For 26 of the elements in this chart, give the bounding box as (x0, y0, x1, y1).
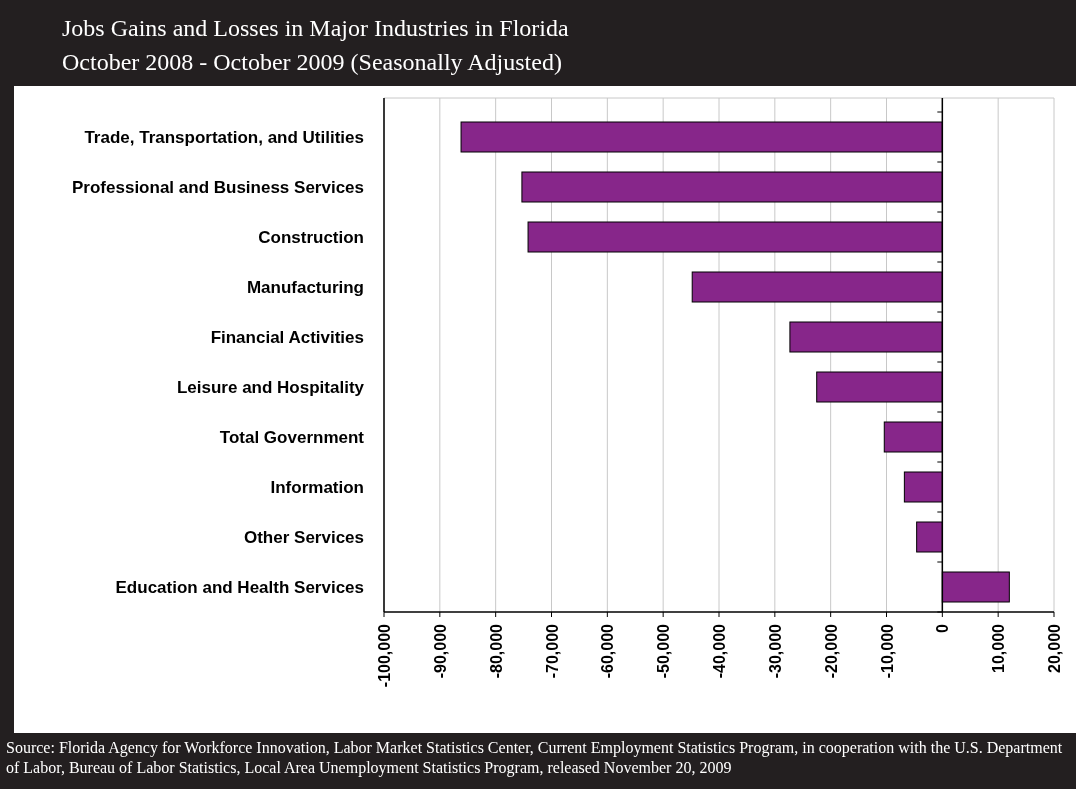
x-tick-label: -90,000 (431, 623, 449, 679)
x-tick-label: -100,000 (376, 623, 393, 688)
x-tick-label: 20,000 (1046, 623, 1063, 673)
y-tick-label: Other Services (243, 527, 364, 547)
x-tick-label: -60,000 (599, 623, 617, 679)
x-tick-label: -50,000 (655, 623, 673, 679)
y-tick-label: Construction (258, 227, 364, 247)
y-tick-label: Education and Health Services (115, 577, 364, 597)
y-tick-label: Trade, Transportation, and Utilities (84, 127, 364, 147)
x-tick-label: -10,000 (878, 623, 896, 679)
x-tick-label: -80,000 (487, 623, 505, 679)
x-tick-label: -70,000 (543, 623, 561, 679)
chart-title: Jobs Gains and Losses in Major Industries in Florida (62, 15, 569, 41)
x-tick-label: -40,000 (711, 623, 728, 679)
y-tick-label: Information (270, 477, 364, 497)
x-tick-label: -20,000 (822, 623, 840, 679)
x-tick-label: -30,000 (766, 623, 784, 679)
source-note: Source: Florida Agency for Workforce Innovation, Labor Market Statistics Center, Current Employment Statistics Program, in cooperation with the U.S. Department of Labor, Bureau of Labor Statistics, Local Area Unemployment Statistics Program, released November 20, 2009 (6, 738, 1064, 778)
y-tick-label: Financial Activities (210, 327, 364, 347)
x-tick-label: 0 (934, 623, 952, 633)
chart-subtitle: October 2008 - October 2009 (Seasonally Adjusted) (62, 49, 562, 75)
y-tick-label: Total Government (219, 427, 365, 447)
y-tick-label: Professional and Business Services (72, 177, 364, 197)
y-tick-label: Manufacturing (246, 277, 364, 297)
x-tick-label: 10,000 (990, 623, 1008, 673)
y-tick-label: Leisure and Hospitality (176, 377, 365, 397)
